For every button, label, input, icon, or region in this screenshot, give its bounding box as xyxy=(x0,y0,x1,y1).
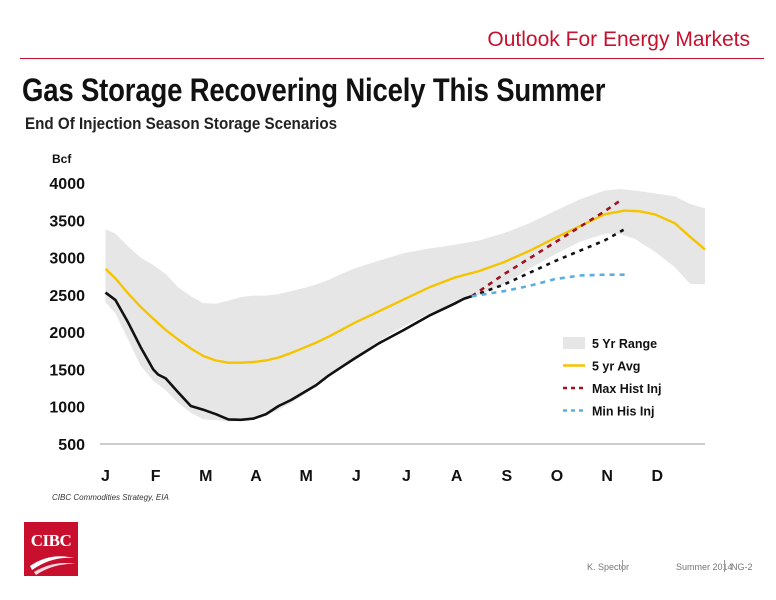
logo-swoosh-icon xyxy=(30,556,76,575)
x-tick-label: J xyxy=(101,468,110,485)
y-tick-label: 500 xyxy=(58,437,85,454)
cibc-logo: CIBC xyxy=(24,522,78,576)
range-band xyxy=(105,189,705,422)
y-tick-label: 2500 xyxy=(49,288,85,305)
avg-line xyxy=(104,209,706,364)
storage-2014-line xyxy=(104,291,473,422)
y-tick-label: 1000 xyxy=(49,400,85,417)
x-tick-label: J xyxy=(402,468,411,485)
x-tick-label: S xyxy=(502,468,513,485)
y-tick-label: 4000 xyxy=(49,176,85,193)
x-tick-label: A xyxy=(250,468,262,485)
footer-page: NG-2 xyxy=(731,562,753,572)
y-axis-label: Bcf xyxy=(52,152,72,166)
header-title: Outlook For Energy Markets xyxy=(487,28,750,51)
y-tick-label: 3500 xyxy=(49,213,85,230)
y-tick-label: 3000 xyxy=(49,251,85,268)
x-tick-label: M xyxy=(199,468,212,485)
footer-period: Summer 2014 xyxy=(676,562,733,572)
footer-divider xyxy=(724,560,725,572)
legend-swatch-band xyxy=(563,337,585,349)
footer-divider xyxy=(622,560,623,572)
logo-text: CIBC xyxy=(30,531,72,550)
x-tick-label: A xyxy=(451,468,463,485)
header-rule xyxy=(20,58,764,59)
page-title: Gas Storage Recovering Nicely This Summe… xyxy=(22,72,606,108)
legend-label: 5 yr Avg xyxy=(592,360,640,374)
legend-label: Min His Inj xyxy=(592,405,655,419)
y-tick-label: 1500 xyxy=(49,362,85,379)
max-inj-line xyxy=(470,199,621,298)
y-tick-label: 2000 xyxy=(49,325,85,342)
legend-label: Max Hist Inj xyxy=(592,382,661,396)
x-tick-label: M xyxy=(300,468,313,485)
x-tick-label: F xyxy=(151,468,161,485)
x-tick-label: O xyxy=(551,468,563,485)
x-tick-label: N xyxy=(601,468,613,485)
legend-label: 5 Yr Range xyxy=(592,337,657,351)
x-tick-label: D xyxy=(652,468,664,485)
footer-author: K. Spector xyxy=(587,562,630,572)
chart-subtitle: End Of Injection Season Storage Scenario… xyxy=(25,115,338,133)
source-note: CIBC Commodities Strategy, EIA xyxy=(52,493,169,502)
min-inj-line xyxy=(471,273,625,298)
x-tick-label: J xyxy=(352,468,361,485)
